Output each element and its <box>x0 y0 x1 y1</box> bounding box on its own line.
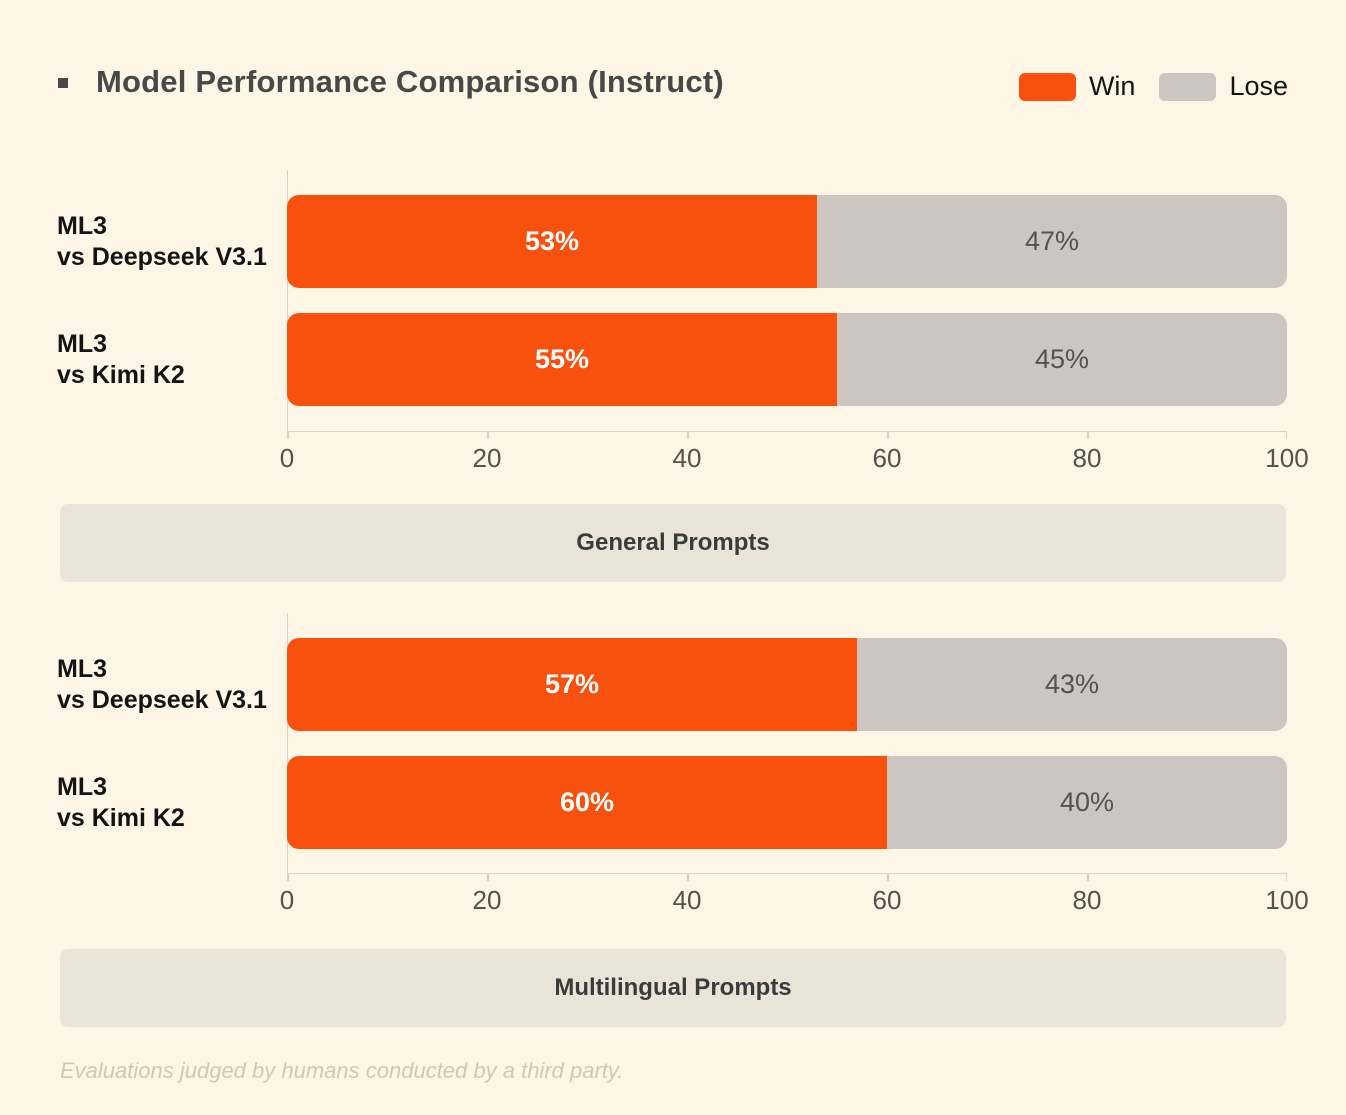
category-label-line: ML3 <box>57 329 107 358</box>
lose-legend-label: Lose <box>1229 71 1288 101</box>
x-axis-tick <box>487 432 489 439</box>
section-label-general-prompts: General Prompts <box>60 504 1286 582</box>
category-label-line: ML3 <box>57 654 107 683</box>
stacked-bar: 60% 40% <box>287 756 1287 849</box>
x-axis-tick <box>887 432 889 439</box>
x-axis-tick <box>487 874 489 881</box>
x-axis: 0 20 40 60 80 100 <box>280 873 1309 915</box>
x-axis-tick-label: 20 <box>472 443 502 473</box>
x-axis-tick <box>1285 432 1287 439</box>
x-axis: 0 20 40 60 80 100 <box>280 431 1309 473</box>
y-axis-line <box>287 613 288 873</box>
category-label-line: vs Deepseek V3.1 <box>57 685 267 714</box>
lose-bar-segment: 40% <box>887 756 1287 849</box>
x-axis-tick <box>1087 874 1089 881</box>
win-bar-segment: 57% <box>287 638 857 731</box>
category-label: ML3 vs Kimi K2 <box>57 313 283 406</box>
x-axis-tick <box>287 432 289 439</box>
x-axis-tick <box>1285 874 1287 881</box>
title-bullet-icon <box>58 78 68 88</box>
category-label: ML3 vs Deepseek V3.1 <box>57 638 283 731</box>
x-axis-tick-label: 80 <box>1072 885 1102 915</box>
x-axis-tick-label: 0 <box>279 885 295 915</box>
x-axis-tick-label: 40 <box>672 885 702 915</box>
category-label-line: vs Kimi K2 <box>57 803 185 832</box>
stacked-bar: 57% 43% <box>287 638 1287 731</box>
lose-bar-segment: 45% <box>837 313 1287 406</box>
legend: Win Lose <box>1018 71 1288 102</box>
category-label-line: vs Kimi K2 <box>57 360 185 389</box>
win-bar-segment: 53% <box>287 195 817 288</box>
x-axis-tick-label: 0 <box>279 443 295 473</box>
category-label-line: ML3 <box>57 772 107 801</box>
section-label-text: General Prompts <box>576 529 770 556</box>
x-axis-tick-label: 80 <box>1072 443 1102 473</box>
win-bar-segment: 55% <box>287 313 837 406</box>
x-axis-tick-label: 20 <box>472 885 502 915</box>
category-label: ML3 vs Deepseek V3.1 <box>57 195 283 288</box>
y-axis-line <box>287 170 288 431</box>
x-axis-tick-label: 100 <box>1265 885 1309 915</box>
lose-legend-swatch <box>1159 72 1217 101</box>
x-axis-tick <box>687 874 689 881</box>
x-axis-tick <box>1087 432 1089 439</box>
stacked-bar: 55% 45% <box>287 313 1287 406</box>
footnote: Evaluations judged by humans conducted b… <box>60 1058 624 1083</box>
category-label-line: vs Deepseek V3.1 <box>57 242 267 271</box>
lose-bar-segment: 47% <box>817 195 1287 288</box>
x-axis-tick <box>687 432 689 439</box>
category-label: ML3 vs Kimi K2 <box>57 756 283 849</box>
stacked-bar: 53% 47% <box>287 195 1287 288</box>
page-title: Model Performance Comparison (Instruct) <box>96 64 724 99</box>
win-legend-label: Win <box>1088 71 1136 101</box>
x-axis-tick <box>287 874 289 881</box>
x-axis-tick-label: 60 <box>872 443 902 473</box>
x-axis-tick-label: 100 <box>1265 443 1309 473</box>
win-bar-segment: 60% <box>287 756 887 849</box>
win-legend-swatch <box>1018 72 1076 101</box>
section-label-multilingual-prompts: Multilingual Prompts <box>60 949 1286 1027</box>
x-axis-tick-label: 40 <box>672 443 702 473</box>
lose-bar-segment: 43% <box>857 638 1287 731</box>
x-axis-tick-label: 60 <box>872 885 902 915</box>
section-label-text: Multilingual Prompts <box>554 974 792 1001</box>
category-label-line: ML3 <box>57 211 107 240</box>
x-axis-tick <box>887 874 889 881</box>
